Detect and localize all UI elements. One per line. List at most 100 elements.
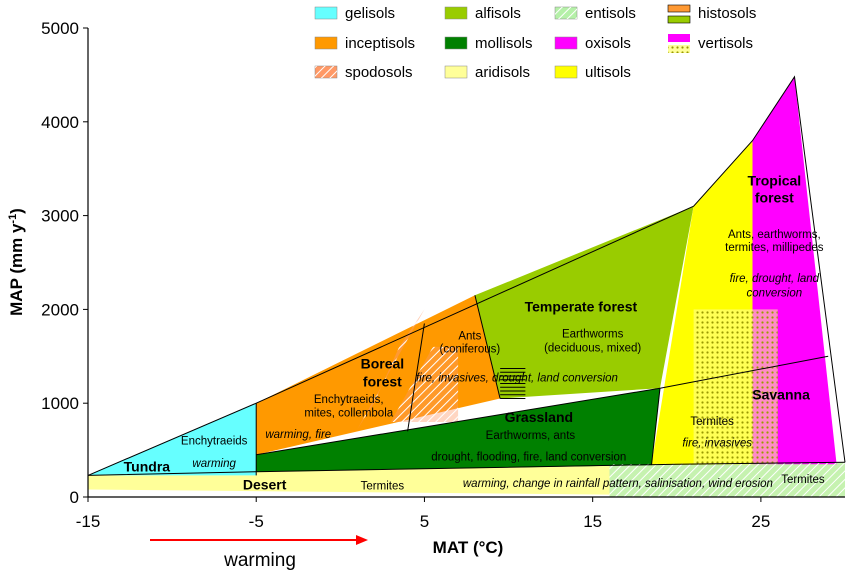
label-tropical-threat-2: conversion	[747, 287, 803, 299]
label-tundra-threat: warming	[192, 458, 236, 470]
legend-item-inceptisols: inceptisols	[314, 35, 415, 52]
legend: gelisols alfisols entisols histosols incepti…	[314, 4, 756, 81]
legend-item-ultisols: ultisols	[554, 64, 631, 81]
y-axis-title: MAP (mm y-1)	[7, 208, 26, 316]
label-tundra-fauna: Enchytraeids	[181, 435, 248, 447]
soil-regions	[88, 76, 845, 497]
region-entisol-hatch	[609, 462, 845, 497]
legend-swatch	[314, 6, 338, 20]
legend-swatch	[668, 34, 690, 42]
label-temperate-title: Temperate forest	[525, 298, 638, 314]
legend-label: ultisols	[585, 64, 631, 81]
label-boreal-fauna-1: Enchytraeids,	[314, 394, 384, 406]
legend-label: alfisols	[475, 5, 521, 22]
x-axis-title: MAT (°C)	[433, 538, 504, 557]
label-grassland-threat: drought, flooding, fire, land conversion	[431, 451, 626, 463]
legend-swatch	[444, 65, 468, 79]
biome-labels: Tundra Enchytraeids warming Desert Termites w…	[124, 173, 825, 493]
y-tick-label: 3000	[41, 207, 79, 226]
legend-swatch	[314, 36, 338, 50]
label-savanna-title: Savanna	[752, 386, 810, 402]
legend-item-spodosols: spodosols	[314, 64, 413, 81]
label-desert-threat: warming, change in rainfall pattern, sal…	[463, 478, 773, 490]
label-temperate-fauna-1: Earthworms	[562, 329, 624, 341]
legend-label: oxisols	[585, 35, 631, 52]
label-savanna-threat: fire, invasives	[682, 437, 752, 449]
label-tropical-fauna-1: Ants, earthworms,	[728, 229, 821, 241]
line-temperate-divide	[474, 295, 501, 399]
label-tropical-threat-1: fire, drought, land	[730, 273, 820, 285]
region-vertisol-dots	[693, 309, 778, 465]
legend-item-entisols: entisols	[554, 5, 636, 22]
legend-item-vertisols: vertisols	[668, 34, 753, 53]
label-grassland-fauna: Earthworms, ants	[486, 430, 576, 442]
label-boreal-title-1: Boreal	[361, 355, 405, 371]
axes: 0 1000 2000 3000 4000 5000 -15 -5 5 15 25 MAT (°C) M…	[7, 19, 845, 571]
y-tick-label: 1000	[41, 394, 79, 413]
label-tropical-title-1: Tropical	[748, 173, 802, 189]
region-inceptisol	[256, 295, 501, 455]
warming-arrowhead	[356, 535, 368, 545]
y-tick-label: 2000	[41, 300, 79, 319]
x-tick-label: 25	[751, 512, 770, 531]
label-tundra-title: Tundra	[124, 459, 171, 475]
label-savanna-termites: Termites	[781, 474, 825, 486]
region-spodo-hatch	[357, 309, 425, 430]
legend-item-gelisols: gelisols	[314, 5, 395, 22]
legend-label: entisols	[585, 5, 636, 22]
legend-label: histosols	[698, 5, 756, 22]
label-desert-title: Desert	[243, 476, 287, 492]
line-upper-envelope	[87, 75, 846, 476]
legend-label: mollisols	[475, 35, 533, 52]
label-boreal-threat: warming, fire	[265, 429, 331, 441]
label-boreal-fauna-2: mites, collembola	[304, 407, 393, 419]
label-ants-2: (coniferous)	[440, 344, 501, 356]
legend-swatch-dots	[668, 45, 690, 53]
y-tick-label: 4000	[41, 113, 79, 132]
label-temperate-threat: fire, invasives, drought, land conversio…	[416, 373, 618, 385]
legend-label: aridisols	[475, 64, 530, 81]
x-tick-label: 15	[583, 512, 602, 531]
legend-item-mollisols: mollisols	[444, 35, 533, 52]
legend-swatch-2	[667, 15, 691, 24]
line-desert-top	[87, 461, 846, 476]
legend-item-alfisols: alfisols	[444, 5, 521, 22]
warming-label: warming	[223, 550, 296, 571]
legend-swatch	[554, 65, 578, 79]
label-tropical-fauna-2: termites, millipedes	[725, 242, 824, 254]
legend-swatch	[444, 36, 468, 50]
line-grass-right	[651, 388, 661, 466]
legend-swatch	[444, 6, 468, 20]
legend-swatch	[554, 36, 578, 50]
legend-swatch-hatch	[315, 66, 337, 78]
legend-item-aridisols: aridisols	[444, 64, 530, 81]
legend-swatch-hatch	[555, 7, 577, 19]
label-grassland-title: Grassland	[505, 409, 573, 425]
line-boreal-divide	[407, 323, 425, 432]
legend-item-oxisols: oxisols	[554, 35, 631, 52]
histosol-mark	[500, 367, 526, 400]
x-tick-label: 5	[420, 512, 429, 531]
legend-label: inceptisols	[345, 35, 415, 52]
label-boreal-title-2: forest	[363, 373, 402, 389]
line-grass-top	[256, 387, 661, 456]
label-tropical-title-2: forest	[755, 189, 794, 205]
region-alfisol	[474, 206, 694, 399]
line-savanna-top	[659, 355, 829, 389]
label-temperate-fauna-2: (deciduous, mixed)	[544, 343, 641, 355]
legend-swatch	[667, 4, 691, 13]
label-desert-fauna: Termites	[361, 480, 405, 492]
y-tick-label: 5000	[41, 19, 79, 38]
legend-item-histosols: histosols	[667, 4, 756, 24]
x-tick-label: -5	[249, 512, 264, 531]
y-tick-label: 0	[70, 488, 79, 507]
label-savanna-fauna: Termites	[690, 416, 734, 428]
x-tick-label: -15	[76, 512, 101, 531]
region-grassland	[256, 388, 660, 472]
biome-boundaries	[87, 75, 846, 476]
legend-label: gelisols	[345, 5, 395, 22]
region-spodo2-hatch	[390, 346, 459, 422]
legend-label: spodosols	[345, 64, 413, 81]
legend-label: vertisols	[698, 35, 753, 52]
